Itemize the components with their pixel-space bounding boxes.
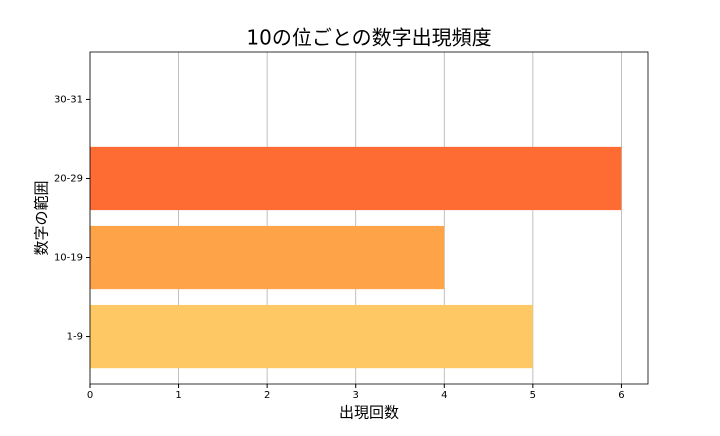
y-tick-label: 1-9 (67, 332, 83, 343)
x-axis-label: 出現回数 (339, 404, 399, 422)
x-tick-label: 5 (530, 390, 536, 401)
x-tick-label: 3 (353, 390, 359, 401)
x-tick-label: 4 (441, 390, 447, 401)
bar (90, 225, 445, 290)
x-tick-label: 6 (618, 390, 624, 401)
x-tick-label: 1 (175, 390, 181, 401)
y-axis-label: 数字の範囲 (33, 180, 51, 255)
y-tick-label: 30-31 (54, 94, 83, 105)
y-tick-label: 10-19 (54, 253, 83, 264)
chart-title: 10の位ごとの数字出現頻度 (246, 26, 491, 50)
bar (90, 304, 533, 369)
y-tick-label: 20-29 (54, 173, 83, 184)
x-tick-label: 2 (264, 390, 270, 401)
axes-frame (89, 51, 649, 385)
x-tick-label: 0 (87, 390, 93, 401)
bar (90, 146, 622, 211)
